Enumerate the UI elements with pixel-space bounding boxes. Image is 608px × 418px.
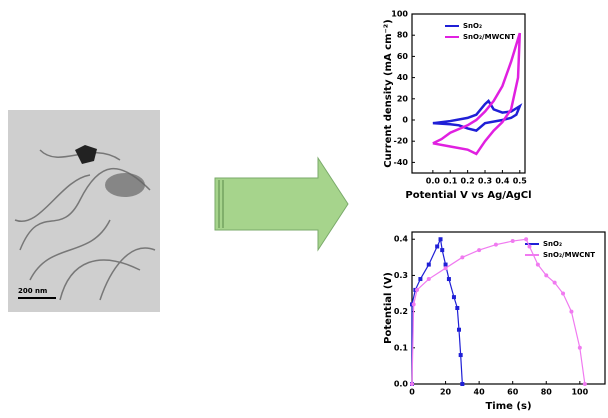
series-line — [432, 98, 523, 132]
data-point — [460, 382, 465, 386]
data-point — [544, 273, 549, 278]
legend-label: SnO₂ — [543, 240, 562, 248]
data-point — [456, 327, 461, 332]
data-point — [443, 266, 448, 271]
y-axis-label: Potential (V) — [383, 272, 394, 344]
x-tick-label: 0 — [409, 388, 415, 397]
data-point — [552, 280, 557, 285]
data-point — [493, 242, 498, 247]
data-point — [440, 248, 445, 253]
y-tick-label: 60 — [397, 52, 409, 61]
data-point — [477, 248, 482, 253]
data-point — [582, 382, 587, 386]
y-tick-label: -40 — [394, 158, 409, 167]
x-tick-label: 0.3 — [478, 177, 492, 186]
x-tick-label: 0.5 — [513, 177, 528, 186]
y-tick-label: 100 — [391, 10, 408, 19]
arrow — [214, 156, 349, 252]
data-point — [410, 382, 414, 386]
y-tick-label: 80 — [397, 31, 409, 40]
data-point — [561, 291, 566, 296]
data-point — [443, 262, 448, 267]
data-point — [524, 237, 529, 242]
x-tick-label: 20 — [440, 388, 452, 397]
data-point — [426, 262, 431, 267]
plot-frame — [411, 13, 526, 174]
y-tick-label: 0.1 — [394, 343, 409, 352]
y-tick-label: 20 — [397, 94, 409, 103]
series-line — [432, 32, 522, 156]
y-tick-label: 0.3 — [394, 271, 408, 280]
x-axis-label: Potential V vs Ag/AgCl — [405, 190, 531, 201]
x-tick-label: 0.0 — [426, 177, 441, 186]
x-tick-label: 40 — [474, 388, 486, 397]
y-tick-label: 0.2 — [394, 307, 408, 316]
y-tick-label: 0 — [402, 116, 408, 125]
data-point — [460, 255, 465, 260]
data-point — [446, 277, 451, 282]
y-tick-label: 40 — [397, 73, 409, 82]
data-point — [577, 345, 582, 350]
data-point — [569, 309, 574, 314]
x-tick-label: 100 — [571, 388, 588, 397]
data-point — [451, 295, 456, 300]
x-tick-label: 0.1 — [443, 177, 458, 186]
data-point — [435, 244, 440, 249]
x-tick-label: 60 — [507, 388, 519, 397]
x-tick-label: 0.4 — [495, 177, 510, 186]
legend-label: SnO₂/MWCNT — [543, 251, 595, 259]
y-tick-label: -20 — [394, 137, 409, 146]
scale-bar-label: 200 nm — [18, 287, 47, 295]
y-tick-label: 0.0 — [394, 380, 409, 389]
y-tick-label: 0.4 — [394, 235, 409, 244]
data-point — [426, 277, 431, 282]
legend-label: SnO₂ — [463, 22, 482, 30]
data-point — [535, 262, 540, 267]
data-point — [455, 306, 460, 310]
y-axis-label: Current density (mA cm⁻²) — [383, 19, 394, 168]
x-tick-label: 80 — [541, 388, 553, 397]
x-tick-label: 0.2 — [461, 177, 475, 186]
x-axis-label: Time (s) — [485, 401, 531, 412]
data-point — [458, 353, 463, 358]
series-line — [411, 237, 463, 385]
data-point — [415, 287, 420, 292]
data-point — [510, 239, 515, 244]
data-point — [438, 237, 443, 242]
data-point — [411, 302, 416, 307]
data-point — [418, 277, 423, 282]
series-line — [411, 238, 586, 385]
data-point — [527, 244, 532, 249]
tem-image: 200 nm — [8, 110, 160, 312]
legend-label: SnO₂/MWCNT — [463, 33, 515, 41]
